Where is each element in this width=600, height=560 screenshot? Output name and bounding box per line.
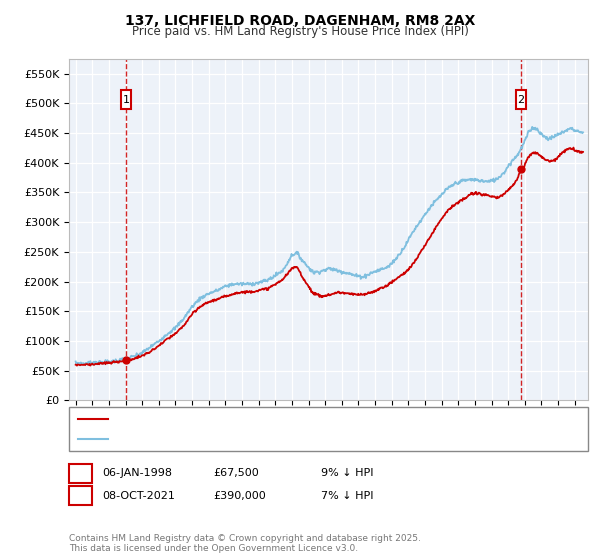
Text: 9% ↓ HPI: 9% ↓ HPI <box>321 468 373 478</box>
Text: £390,000: £390,000 <box>213 491 266 501</box>
Text: 08-OCT-2021: 08-OCT-2021 <box>102 491 175 501</box>
Text: Price paid vs. HM Land Registry's House Price Index (HPI): Price paid vs. HM Land Registry's House … <box>131 25 469 38</box>
Text: 2: 2 <box>517 95 524 105</box>
Text: 137, LICHFIELD ROAD, DAGENHAM, RM8 2AX (semi-detached house): 137, LICHFIELD ROAD, DAGENHAM, RM8 2AX (… <box>114 414 472 424</box>
Bar <box>517 90 526 109</box>
Text: Contains HM Land Registry data © Crown copyright and database right 2025.
This d: Contains HM Land Registry data © Crown c… <box>69 534 421 553</box>
Text: 137, LICHFIELD ROAD, DAGENHAM, RM8 2AX: 137, LICHFIELD ROAD, DAGENHAM, RM8 2AX <box>125 14 475 28</box>
Bar <box>121 90 131 109</box>
Text: 1: 1 <box>122 95 130 105</box>
Text: £67,500: £67,500 <box>213 468 259 478</box>
Text: HPI: Average price, semi-detached house, Barking and Dagenham: HPI: Average price, semi-detached house,… <box>114 433 459 444</box>
Text: 1: 1 <box>77 468 84 478</box>
Text: 2: 2 <box>77 491 84 501</box>
Text: 06-JAN-1998: 06-JAN-1998 <box>102 468 172 478</box>
Text: 7% ↓ HPI: 7% ↓ HPI <box>321 491 373 501</box>
